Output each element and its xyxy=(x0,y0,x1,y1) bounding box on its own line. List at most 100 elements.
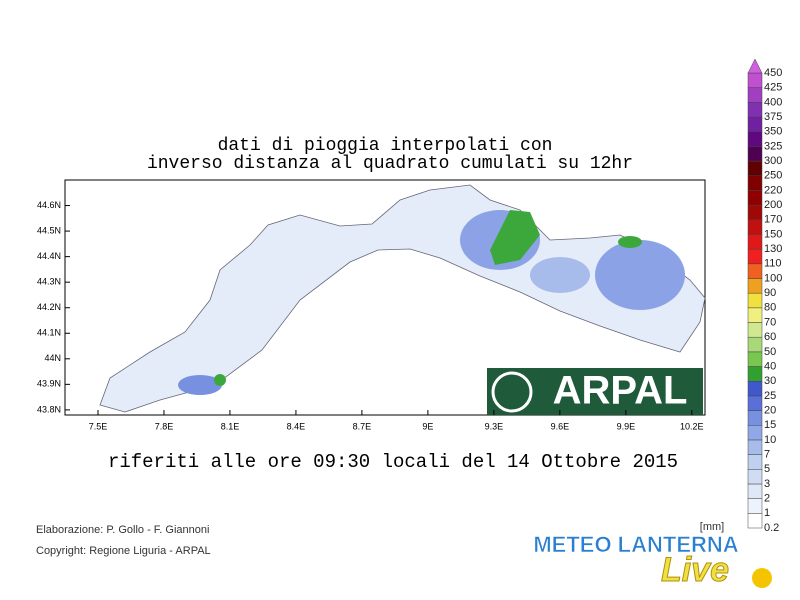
colorbar-swatch xyxy=(747,307,763,323)
colorbar-label: 5 xyxy=(764,463,770,475)
colorbar-swatch xyxy=(747,190,763,206)
heavy-rain xyxy=(618,236,642,248)
colorbar-label: 400 xyxy=(764,96,782,108)
heavy-rain xyxy=(490,210,540,265)
rain-area xyxy=(595,240,685,310)
colorbar-label: 425 xyxy=(764,82,782,94)
colorbar-label: 1 xyxy=(764,507,770,519)
axis-ticks: 7.5E 7.8E 8.1E 8.4E 8.7E 9E 9.3E 9.6E 9.9E 10.2E 4… xyxy=(37,200,704,431)
colorbar-label: 10 xyxy=(764,434,776,446)
colorbar-swatch xyxy=(747,410,763,426)
colorbar-swatch xyxy=(747,439,763,455)
y-tick-label: 44.3N xyxy=(37,277,61,287)
y-tick-label: 44.5N xyxy=(37,225,61,235)
map-frame: ARPAL xyxy=(64,179,706,416)
colorbar-label: 450 xyxy=(764,67,782,79)
x-tick-label: 9.9E xyxy=(617,421,636,431)
x-tick-label: 9E xyxy=(422,421,433,431)
x-tick-label: 9.6E xyxy=(551,421,570,431)
colorbar-label: 170 xyxy=(764,214,782,226)
colorbar-swatch xyxy=(747,131,763,147)
colorbar-label: 60 xyxy=(764,331,776,343)
colorbar-label: 300 xyxy=(764,155,782,167)
brand-name: METEO LANTERNA xyxy=(533,532,738,557)
colorbar-label: 3 xyxy=(764,478,770,490)
heavy-rain xyxy=(214,374,226,386)
colorbar-label: 2 xyxy=(764,493,770,505)
colorbar-label: 100 xyxy=(764,272,782,284)
x-tick-label: 7.5E xyxy=(89,421,108,431)
brand-sun xyxy=(752,568,772,588)
colorbar-label: 30 xyxy=(764,375,776,387)
x-tick-label: 8.1E xyxy=(221,421,240,431)
colorbar-label: 350 xyxy=(764,126,782,138)
colorbar-swatch xyxy=(747,454,763,470)
colorbar-label: 0.2 xyxy=(764,522,779,534)
colorbar-swatch xyxy=(747,234,763,250)
colorbar-label: 250 xyxy=(764,170,782,182)
y-tick-label: 44.6N xyxy=(37,200,61,210)
colorbar-swatch xyxy=(747,513,763,529)
colorbar-swatch xyxy=(747,102,763,118)
colorbar-swatch xyxy=(747,72,763,88)
rain-area xyxy=(530,257,590,293)
colorbar-swatch xyxy=(747,498,763,514)
colorbar-swatch xyxy=(747,395,763,411)
x-tick-label: 10.2E xyxy=(680,421,704,431)
colorbar-label: 7 xyxy=(764,449,770,461)
colorbar-swatch xyxy=(747,278,763,294)
x-tick-label: 8.4E xyxy=(287,421,306,431)
y-tick-label: 44.4N xyxy=(37,251,61,261)
colorbar-label: 375 xyxy=(764,111,782,123)
brand-tag: Live xyxy=(661,551,729,589)
title-line: inverso distanza al quadrato cumulati su… xyxy=(147,154,633,174)
colorbar-label: 150 xyxy=(764,228,782,240)
colorbar-label: 325 xyxy=(764,140,782,152)
y-tick-label: 44.2N xyxy=(37,302,61,312)
colorbar-swatch xyxy=(747,263,763,279)
title-line: dati di pioggia interpolati con xyxy=(218,136,553,156)
credit: Elaborazione: P. Gollo - F. Giannoni xyxy=(36,524,209,536)
colorbar-label: 70 xyxy=(764,316,776,328)
colorbar-swatch xyxy=(747,116,763,132)
colorbar-label: 15 xyxy=(764,419,776,431)
colorbar-swatch xyxy=(747,366,763,382)
y-tick-label: 43.8N xyxy=(37,404,61,414)
y-tick-label: 44.1N xyxy=(37,328,61,338)
x-tick-label: 8.7E xyxy=(353,421,372,431)
colorbar-unit: [mm] xyxy=(700,521,724,533)
colorbar-swatch xyxy=(747,483,763,499)
colorbar-swatch xyxy=(747,204,763,221)
colorbar-swatch xyxy=(747,87,763,103)
x-tick-label: 9.3E xyxy=(485,421,504,431)
colorbar-swatch xyxy=(747,469,763,485)
y-tick-label: 43.9N xyxy=(37,379,61,389)
colorbar-swatch xyxy=(747,336,763,353)
colorbar-label: 80 xyxy=(764,302,776,314)
y-tick-label: 44N xyxy=(44,353,61,363)
colorbar-swatch xyxy=(747,322,763,338)
credit: Copyright: Regione Liguria - ARPAL xyxy=(36,545,211,557)
rain-area xyxy=(178,375,222,395)
colorbar: 0.2 1 2 3 5 7 10 15 20 25 30 40 50 60 70 80 90 100 110 130 1… xyxy=(747,58,782,534)
colorbar-top xyxy=(747,58,763,74)
logo-text: ARPAL xyxy=(553,369,688,413)
colorbar-label: 130 xyxy=(764,243,782,255)
colorbar-label: 110 xyxy=(764,258,782,270)
colorbar-swatch xyxy=(747,425,763,441)
logo-mark xyxy=(491,371,533,413)
colorbar-label: 200 xyxy=(764,199,782,211)
colorbar-label: 50 xyxy=(764,346,776,358)
subtitle: riferiti alle ore 09:30 locali del 14 Ot… xyxy=(108,451,678,473)
colorbar-swatch xyxy=(747,248,763,265)
colorbar-swatch xyxy=(747,351,763,367)
colorbar-swatch xyxy=(747,292,763,309)
colorbar-swatch xyxy=(747,160,763,176)
colorbar-label: 220 xyxy=(764,184,782,196)
colorbar-label: 25 xyxy=(764,390,776,402)
x-tick-label: 7.8E xyxy=(155,421,174,431)
colorbar-label: 20 xyxy=(764,404,776,416)
colorbar-label: 90 xyxy=(764,287,776,299)
